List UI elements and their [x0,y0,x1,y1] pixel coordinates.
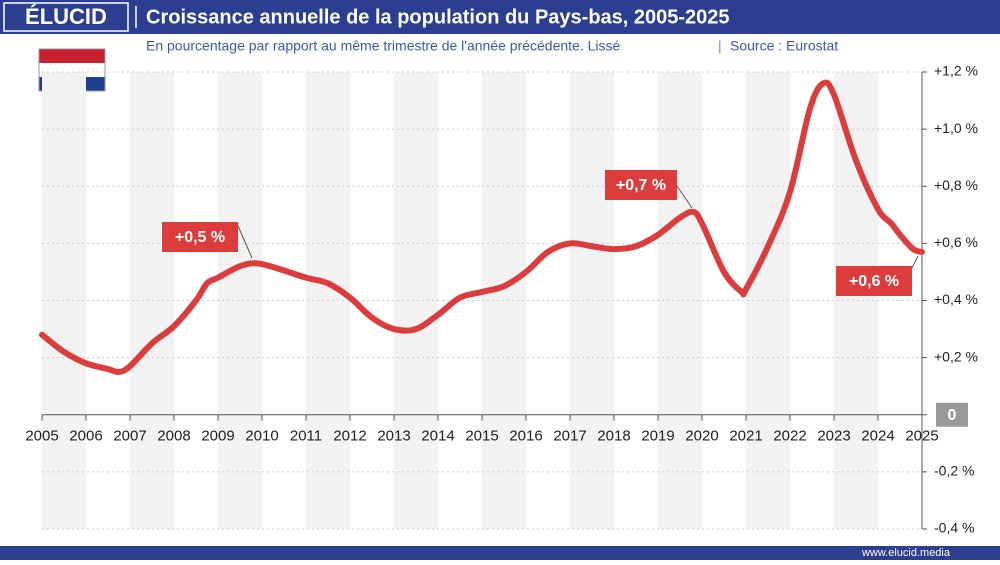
annotation-box [836,266,912,296]
x-tick-label: 2009 [201,428,234,445]
year-band [394,72,438,529]
zero-label-box [936,402,968,427]
x-tick-label: 2016 [509,428,542,445]
logo-box [3,2,129,32]
y-tick-label: +0,2 % [934,348,978,364]
x-tick-label: 2020 [685,428,718,445]
x-tick-label: 2015 [465,428,498,445]
x-tick-label: 2005 [25,428,58,445]
x-tick-label: 2014 [421,428,454,445]
x-tick-label: 2010 [245,428,278,445]
brand: ÉLUCID [25,4,107,29]
header-bar [0,0,1000,34]
annotation-label: +0,6 % [849,273,899,290]
annotation-box [162,222,238,252]
chart-title: Croissance annuelle de la population du … [146,6,730,28]
x-tick-label: 2013 [377,428,410,445]
year-band [658,72,702,529]
subtitle: En pourcentage par rapport au même trime… [146,38,620,54]
footer: www.elucid.media [861,547,951,559]
annotation-leader [237,225,253,259]
source: Source : Eurostat [730,38,838,54]
x-tick-label: 2008 [157,428,190,445]
x-tick-label: 2022 [773,428,806,445]
x-tick-label: 2023 [817,428,850,445]
x-tick-label: 2019 [641,428,674,445]
y-tick-label: +0,6 % [934,234,978,250]
y-tick-label: -0,2 % [934,463,974,479]
y-tick-label: +0,8 % [934,177,978,193]
x-tick-label: 2012 [333,428,366,445]
x-tick-label: 2025 [905,428,938,445]
separator-bar: | [718,38,722,54]
x-tick-label: 2017 [553,428,586,445]
annotation-leader [676,185,693,209]
annotation-box [605,170,677,200]
x-tick-label: 2018 [597,428,630,445]
x-tick-label: 2021 [729,428,762,445]
y-tick-label: -0,4 % [934,520,974,536]
x-tick-label: 2011 [290,428,322,445]
x-tick-label: 2007 [113,428,146,445]
footer-bar [0,546,1000,560]
x-tick-label: 2024 [861,428,894,445]
flag-red [39,49,105,63]
y-tick-label: +1,0 % [934,120,978,136]
year-band [218,72,262,529]
y-tick-label: +1,2 % [934,63,978,79]
x-tick-label: 2006 [69,428,102,445]
data-line [39,79,925,375]
year-band [834,72,878,529]
y-tick-label: +0,4 % [934,291,978,307]
annotation-leader [911,255,919,269]
annotation-label: +0,5 % [175,229,225,246]
annotation-label: +0,7 % [616,177,666,194]
y-tick-label: 0 [948,407,957,424]
plot: -0,4 % -0,2 % 0 +0,2 % +0,4 % +0,6 % +0,8 % +1,… [25,63,978,536]
